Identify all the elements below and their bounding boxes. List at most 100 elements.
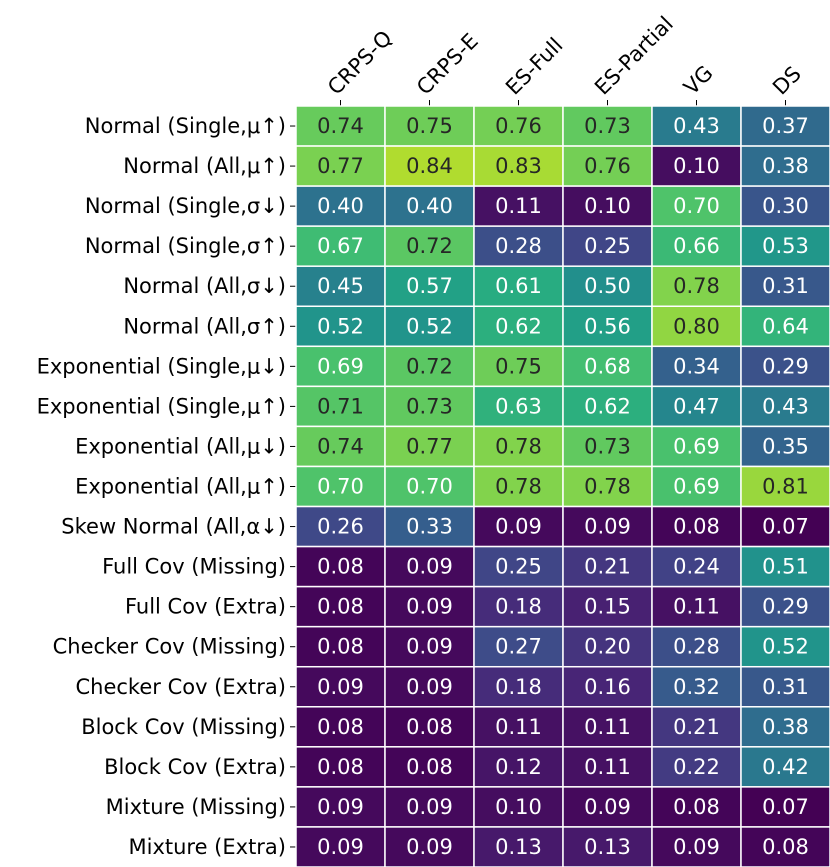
cell-value-label: 0.22 (673, 755, 720, 779)
cell-value-label: 0.09 (406, 555, 453, 579)
cell-value-label: 0.69 (673, 475, 720, 499)
heatmap-cell (651, 385, 742, 428)
cell-value-label: 0.20 (584, 635, 631, 659)
cell-value-label: 0.07 (762, 515, 809, 539)
heatmap-cell (651, 185, 742, 227)
cell-value-label: 0.69 (317, 354, 364, 378)
heatmap-cell (473, 345, 564, 388)
cell-value-label: 0.08 (317, 715, 364, 739)
heatmap-cell (740, 385, 830, 428)
y-tick-label: Checker Cov (Extra) (75, 675, 286, 699)
heatmap-cell (740, 225, 830, 267)
heatmap-cell (740, 625, 830, 668)
y-tick-label: Exponential (All,μ↑) (75, 475, 286, 499)
heatmap-cell (740, 185, 830, 227)
heatmap-cell (651, 585, 742, 628)
cell-value-label: 0.25 (584, 234, 631, 258)
heatmap-cell (562, 465, 653, 508)
y-tick-label: Exponential (All,μ↓) (75, 434, 286, 458)
heatmap-cell (295, 826, 386, 867)
y-tick-label: Block Cov (Extra) (104, 755, 286, 779)
cell-value-label: 0.11 (584, 715, 631, 739)
cell-value-label: 0.07 (762, 795, 809, 819)
cell-value-label: 0.09 (584, 515, 631, 539)
cell-value-label: 0.51 (762, 555, 809, 579)
heatmap-cell (473, 425, 564, 468)
cell-value-label: 0.77 (406, 434, 453, 458)
cell-value-label: 0.13 (495, 835, 542, 859)
cell-value-label: 0.67 (317, 234, 364, 258)
cell-value-label: 0.74 (317, 434, 364, 458)
cell-value-label: 0.10 (673, 154, 720, 178)
heatmap-cell (295, 185, 386, 227)
heatmap-cell (473, 145, 564, 187)
heatmap-cell (295, 145, 386, 187)
heatmap-cell (740, 706, 830, 748)
cell-value-label: 0.70 (317, 475, 364, 499)
heatmap-cell (473, 625, 564, 668)
y-tick-label: Normal (Single,μ↑) (85, 114, 286, 138)
y-tick-label: Mixture (Missing) (106, 795, 286, 819)
heatmap-cell (384, 305, 475, 348)
heatmap-cell (473, 706, 564, 748)
cell-value-label: 0.16 (584, 675, 631, 699)
cell-value-label: 0.08 (762, 835, 809, 859)
cell-value-label: 0.64 (762, 314, 809, 338)
heatmap-cell (562, 545, 653, 588)
cell-value-label: 0.62 (584, 394, 631, 418)
heatmap-cell (384, 265, 475, 308)
cell-value-label: 0.13 (584, 835, 631, 859)
cell-value-label: 0.52 (317, 314, 364, 338)
heatmap-cell (384, 145, 475, 187)
y-tick-label: Exponential (Single,μ↑) (37, 394, 286, 418)
cell-value-label: 0.27 (495, 635, 542, 659)
cell-value-label: 0.68 (584, 354, 631, 378)
cell-value-label: 0.08 (317, 595, 364, 619)
cell-value-label: 0.08 (317, 635, 364, 659)
cell-value-label: 0.35 (762, 434, 809, 458)
cell-value-label: 0.81 (762, 475, 809, 499)
cell-value-label: 0.09 (317, 675, 364, 699)
y-tick-label: Normal (All,σ↓) (123, 274, 286, 298)
heatmap-cell (740, 826, 830, 867)
cell-value-label: 0.09 (406, 835, 453, 859)
y-tick-label: Full Cov (Extra) (125, 595, 286, 619)
x-tick-label: ES-Full (501, 33, 568, 100)
cell-value-label: 0.42 (762, 755, 809, 779)
cell-value-label: 0.08 (673, 795, 720, 819)
cell-value-label: 0.66 (673, 234, 720, 258)
heatmap-cell (295, 305, 386, 348)
cell-value-label: 0.09 (673, 835, 720, 859)
cell-value-label: 0.09 (406, 595, 453, 619)
heatmap-cells: 0.74 0.75 0.76 0.73 0.43 0.37 0.77 0.84 0.83 0.76… (295, 105, 830, 867)
cell-value-label: 0.45 (317, 274, 364, 298)
heatmap-cell (651, 345, 742, 388)
heatmap-cell (740, 545, 830, 588)
heatmap-cell (384, 505, 475, 548)
cell-value-label: 0.53 (762, 234, 809, 258)
cell-value-label: 0.61 (495, 274, 542, 298)
x-tick-label: CRPS-Q (323, 26, 397, 100)
cell-value-label: 0.73 (406, 394, 453, 418)
cell-value-label: 0.08 (673, 515, 720, 539)
heatmap-cell (562, 105, 653, 147)
cell-value-label: 0.09 (317, 795, 364, 819)
y-tick-label: Exponential (Single,μ↓) (37, 354, 286, 378)
y-tick-label: Normal (All,μ↑) (123, 154, 286, 178)
cell-value-label: 0.40 (406, 194, 453, 218)
cell-value-label: 0.25 (495, 555, 542, 579)
heatmap-cell (562, 585, 653, 628)
cell-value-label: 0.73 (584, 434, 631, 458)
cell-value-label: 0.30 (762, 194, 809, 218)
cell-value-label: 0.71 (317, 394, 364, 418)
cell-value-label: 0.78 (495, 434, 542, 458)
heatmap-cell (562, 265, 653, 308)
cell-value-label: 0.38 (762, 715, 809, 739)
heatmap-cell (384, 625, 475, 668)
cell-value-label: 0.09 (584, 795, 631, 819)
cell-value-label: 0.34 (673, 354, 720, 378)
heatmap-cell (651, 665, 742, 708)
cell-value-label: 0.08 (406, 755, 453, 779)
cell-value-label: 0.76 (584, 154, 631, 178)
heatmap-cell (295, 706, 386, 748)
